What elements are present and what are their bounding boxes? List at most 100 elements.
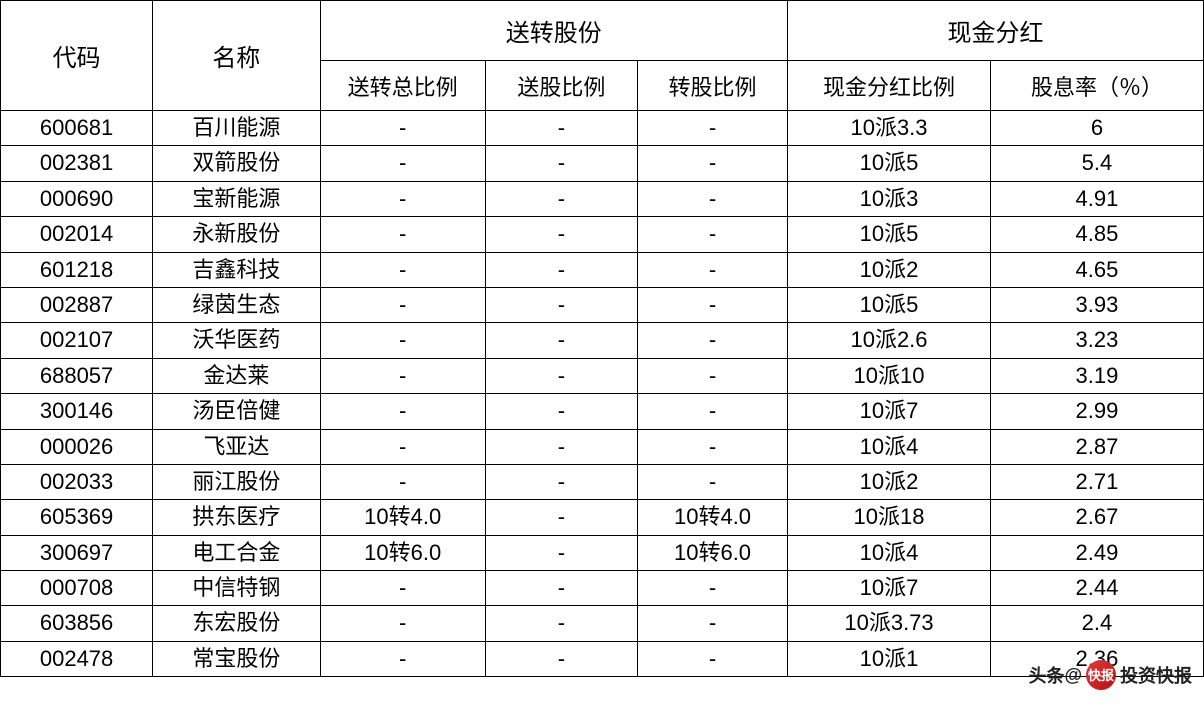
cell-name: 沃华医药 [153,323,320,358]
table-row: 600681百川能源---10派3.36 [1,111,1204,146]
cell-name: 双箭股份 [153,146,320,181]
table-row: 002107沃华医药---10派2.63.23 [1,323,1204,358]
cell-bonus_ratio: - [485,606,637,641]
cell-code: 002014 [1,217,153,252]
cell-yield: 2.87 [990,429,1203,464]
cell-name: 中信特钢 [153,571,320,606]
cell-name: 东宏股份 [153,606,320,641]
cell-bonus_ratio: - [485,535,637,570]
cell-yield: 2.49 [990,535,1203,570]
table-row: 688057金达莱---10派103.19 [1,358,1204,393]
cell-transfer_ratio: - [637,429,787,464]
cell-yield: 4.65 [990,252,1203,287]
cell-transfer_ratio: - [637,181,787,216]
cell-code: 002033 [1,464,153,499]
watermark-avatar-icon: 快报 [1086,660,1116,690]
cell-cash_ratio: 10派7 [788,394,991,429]
cell-yield: 4.85 [990,217,1203,252]
cell-code: 002107 [1,323,153,358]
cell-cash_ratio: 10派4 [788,429,991,464]
header-stock-transfer: 送转股份 [320,1,788,61]
header-total-ratio: 送转总比例 [320,61,485,111]
cell-cash_ratio: 10派3.3 [788,111,991,146]
cell-total_ratio: - [320,429,485,464]
cell-total_ratio: - [320,394,485,429]
cell-total_ratio: - [320,252,485,287]
table-row: 000026飞亚达---10派42.87 [1,429,1204,464]
header-transfer-ratio: 转股比例 [637,61,787,111]
cell-code: 000708 [1,571,153,606]
cell-transfer_ratio: - [637,606,787,641]
cell-bonus_ratio: - [485,394,637,429]
cell-cash_ratio: 10派1 [788,641,991,676]
header-bonus-ratio: 送股比例 [485,61,637,111]
table-row: 002033丽江股份---10派22.71 [1,464,1204,499]
cell-transfer_ratio: - [637,394,787,429]
table-row: 300697电工合金10转6.0-10转6.010派42.49 [1,535,1204,570]
cell-cash_ratio: 10派18 [788,500,991,535]
cell-name: 绿茵生态 [153,287,320,322]
table-row: 002478常宝股份---10派12.36 [1,641,1204,676]
cell-cash_ratio: 10派10 [788,358,991,393]
table-row: 002014永新股份---10派54.85 [1,217,1204,252]
cell-total_ratio: - [320,464,485,499]
table-row: 002381双箭股份---10派55.4 [1,146,1204,181]
cell-total_ratio: - [320,181,485,216]
cell-total_ratio: - [320,571,485,606]
header-code: 代码 [1,1,153,111]
cell-total_ratio: - [320,111,485,146]
cell-yield: 3.93 [990,287,1203,322]
cell-yield: 2.67 [990,500,1203,535]
watermark-name: 投资快报 [1120,662,1192,688]
cell-code: 601218 [1,252,153,287]
cell-yield: 2.4 [990,606,1203,641]
cell-name: 吉鑫科技 [153,252,320,287]
watermark-at: @ [1064,665,1082,686]
cell-cash_ratio: 10派5 [788,287,991,322]
table-row: 002887绿茵生态---10派53.93 [1,287,1204,322]
watermark: 头条 @ 快报 投资快报 [1028,660,1192,690]
cell-transfer_ratio: - [637,641,787,676]
table-body: 600681百川能源---10派3.36002381双箭股份---10派55.4… [1,111,1204,677]
cell-transfer_ratio: - [637,323,787,358]
cell-bonus_ratio: - [485,571,637,606]
cell-yield: 2.99 [990,394,1203,429]
cell-bonus_ratio: - [485,641,637,676]
table-row: 605369拱东医疗10转4.0-10转4.010派182.67 [1,500,1204,535]
cell-cash_ratio: 10派2 [788,464,991,499]
cell-code: 002478 [1,641,153,676]
cell-total_ratio: - [320,146,485,181]
cell-name: 电工合金 [153,535,320,570]
cell-transfer_ratio: - [637,217,787,252]
cell-yield: 4.91 [990,181,1203,216]
cell-bonus_ratio: - [485,464,637,499]
cell-name: 永新股份 [153,217,320,252]
cell-yield: 6 [990,111,1203,146]
cell-name: 百川能源 [153,111,320,146]
cell-total_ratio: - [320,217,485,252]
cell-transfer_ratio: 10转4.0 [637,500,787,535]
cell-cash_ratio: 10派3.73 [788,606,991,641]
cell-bonus_ratio: - [485,323,637,358]
cell-transfer_ratio: - [637,571,787,606]
header-yield: 股息率（％） [990,61,1203,111]
cell-transfer_ratio: 10转6.0 [637,535,787,570]
cell-transfer_ratio: - [637,287,787,322]
cell-name: 汤臣倍健 [153,394,320,429]
cell-bonus_ratio: - [485,287,637,322]
cell-yield: 5.4 [990,146,1203,181]
cell-bonus_ratio: - [485,252,637,287]
cell-code: 000026 [1,429,153,464]
cell-yield: 3.19 [990,358,1203,393]
cell-total_ratio: 10转4.0 [320,500,485,535]
cell-cash_ratio: 10派4 [788,535,991,570]
cell-total_ratio: - [320,323,485,358]
cell-bonus_ratio: - [485,111,637,146]
cell-name: 宝新能源 [153,181,320,216]
cell-bonus_ratio: - [485,181,637,216]
cell-code: 605369 [1,500,153,535]
cell-code: 000690 [1,181,153,216]
table-row: 300146汤臣倍健---10派72.99 [1,394,1204,429]
cell-code: 002887 [1,287,153,322]
cell-transfer_ratio: - [637,252,787,287]
